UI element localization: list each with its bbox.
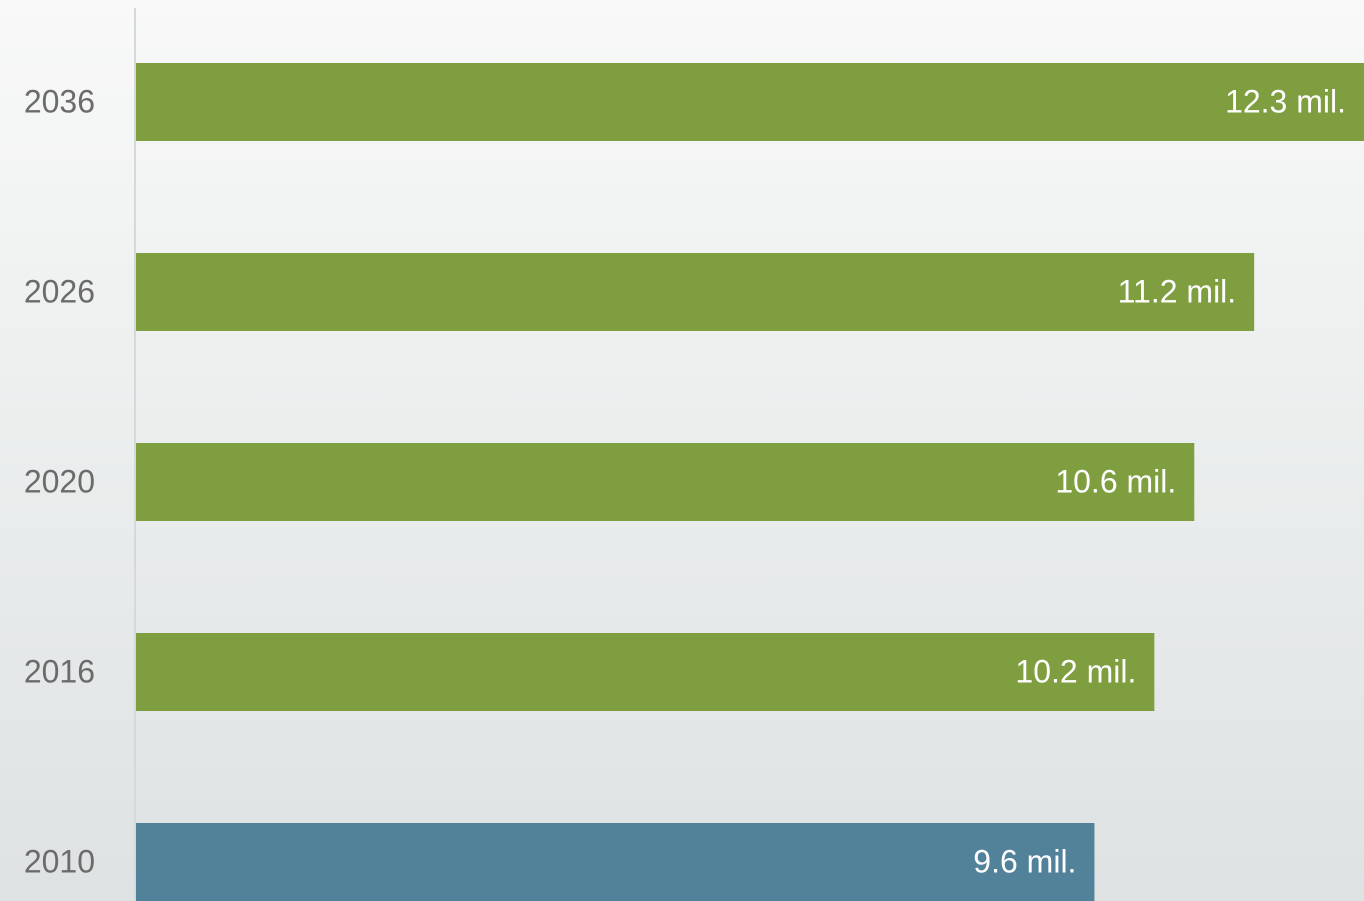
bar: [136, 633, 1155, 711]
value-label: 10.2 mil.: [1015, 653, 1136, 689]
value-label: 10.6 mil.: [1055, 463, 1176, 499]
value-label: 11.2 mil.: [1118, 273, 1237, 309]
bar: [136, 253, 1255, 331]
category-label: 2016: [24, 653, 95, 689]
bar: [136, 443, 1195, 521]
category-label: 2026: [24, 273, 95, 309]
category-label: 2020: [24, 463, 95, 499]
category-label: 2036: [24, 83, 95, 119]
category-label: 2010: [24, 843, 95, 879]
value-label: 9.6 mil.: [973, 843, 1076, 879]
bar: [136, 63, 1364, 141]
bar: [136, 823, 1095, 901]
value-label: 12.3 mil.: [1225, 83, 1346, 119]
